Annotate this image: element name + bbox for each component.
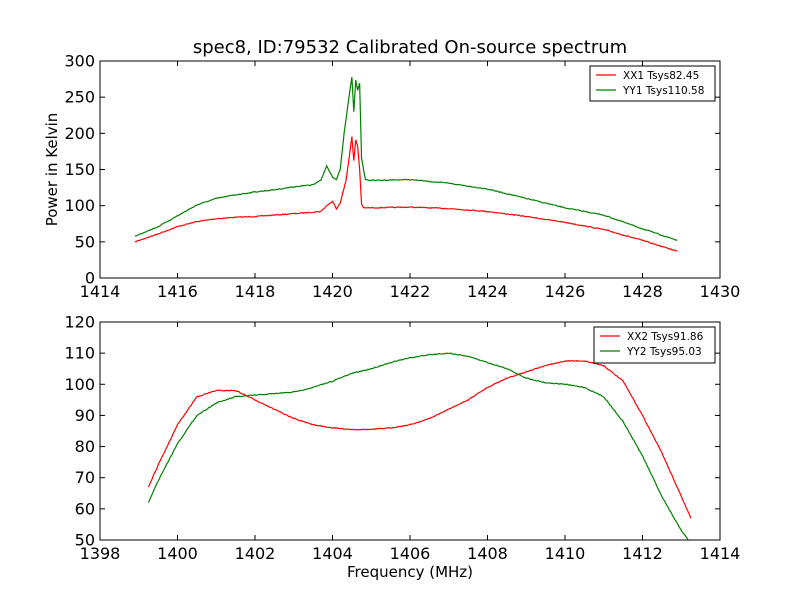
x-tick-label: 1412 [622,544,663,563]
top-spectrum-chart: spec8, ID:79532 Calibrated On-source spe… [43,37,740,301]
series-line-xx [134,136,678,252]
y-tick-label: 80 [75,437,95,456]
x-tick-label: 1424 [467,282,508,301]
x-tick-label: 1430 [700,282,741,301]
legend-entry: YY2 Tsys95.03 [626,346,702,358]
top-ticks-layer: 1414 1416 1418 1420 1422 1424 1426 1428 1430 0 50 1… [64,52,740,302]
legend-entry: XX1 Tsys82.45 [623,70,699,82]
x-tick-label: 1404 [312,544,353,563]
x-tick-label: 1414 [80,282,121,301]
bottom-ticks-layer: 1398 1400 1402 1404 1406 1408 1410 1412 1414 50 60… [64,313,740,564]
bottom-series-layer [147,352,692,540]
y-tick-label: 70 [75,468,95,487]
legend-entry: XX2 Tsys91.86 [627,331,704,343]
series-line-yy [134,77,678,241]
x-tick-label: 1422 [390,282,431,301]
y-tick-label: 150 [64,160,95,179]
x-tick-label: 1426 [545,282,586,301]
x-tick-label: 1420 [312,282,353,301]
y-tick-label: 60 [75,499,95,518]
x-tick-label: 1414 [700,544,741,563]
x-tick-label: 1418 [235,282,276,301]
x-tick-label: 1402 [235,544,276,563]
top-y-axis-label: Power in Kelvin [43,113,61,227]
x-tick-label: 1398 [80,544,121,563]
x-tick-label: 1410 [545,544,586,563]
y-tick-label: 100 [64,375,95,394]
bottom-spectrum-chart: 1398 1400 1402 1404 1406 1408 1410 1412 1414 50 60… [64,313,740,582]
x-tick-label: 1400 [157,544,198,563]
y-tick-label: 120 [64,313,95,332]
y-tick-label: 110 [64,344,95,363]
y-tick-label: 200 [64,124,95,143]
x-tick-label: 1416 [157,282,198,301]
x-axis-label: Frequency (MHz) [347,563,473,581]
x-tick-label: 1428 [622,282,663,301]
legend-box [589,65,716,102]
top-legend: XX1 Tsys82.45 YY1 Tsys110.58 [589,65,716,102]
y-tick-label: 50 [75,232,95,251]
chart-title: spec8, ID:79532 Calibrated On-source spe… [193,37,627,58]
y-tick-label: 250 [64,88,95,107]
series-line-yy [147,352,689,540]
x-tick-label: 1406 [390,544,431,563]
bottom-legend: XX2 Tsys91.86 YY2 Tsys95.03 [593,326,716,364]
y-tick-label: 300 [64,52,95,71]
y-tick-label: 100 [64,196,95,215]
series-line-xx [147,359,692,519]
y-tick-label: 90 [75,406,95,425]
y-tick-label: 50 [75,531,95,550]
legend-box [593,326,716,364]
x-tick-label: 1408 [467,544,508,563]
y-tick-label: 0 [85,269,95,288]
legend-entry: YY1 Tsys110.58 [622,85,704,97]
top-series-layer [134,77,678,252]
